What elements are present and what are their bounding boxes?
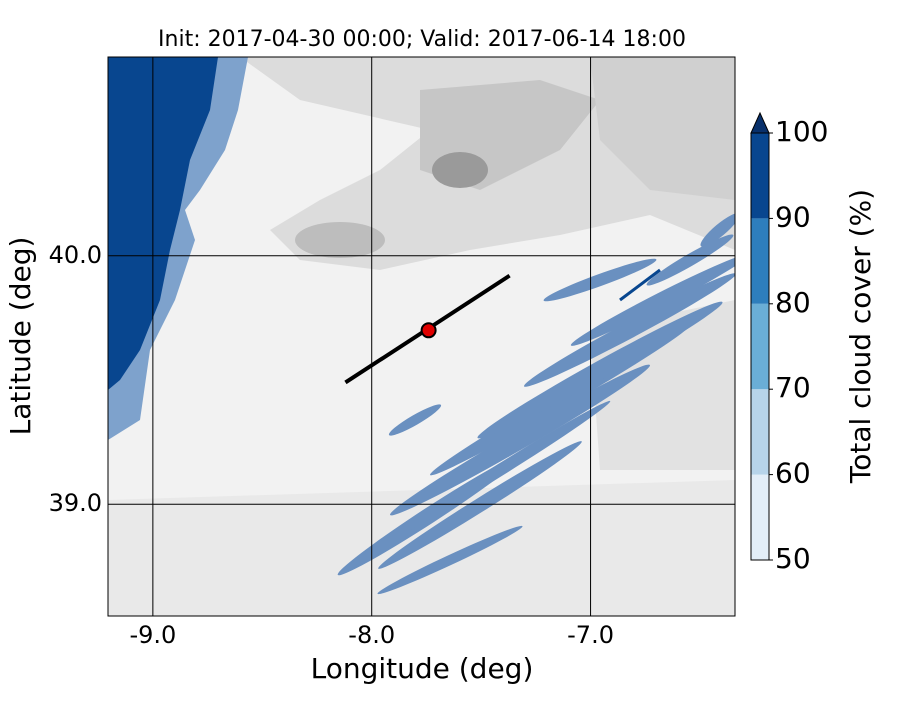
colorbar-frame: [750, 132, 770, 561]
x-tick-label: -7.0: [567, 621, 614, 649]
location-marker: [420, 322, 437, 339]
colorbar-tick-label: 70: [775, 371, 811, 404]
map-frame: [107, 56, 736, 617]
y-tick-label: 40.0: [49, 241, 102, 269]
colorbar-extend: [750, 111, 770, 134]
chart-title: Init: 2017-04-30 00:00; Valid: 2017-06-1…: [158, 27, 686, 52]
y-tick-label: 39.0: [49, 489, 102, 517]
colorbar-segment: [751, 218, 769, 304]
colorbar-tick-label: 80: [775, 286, 811, 319]
colorbar-tick-label: 60: [775, 457, 811, 490]
x-axis-label: Longitude (deg): [311, 652, 534, 685]
x-tick-label: -9.0: [129, 621, 176, 649]
colorbar-segment: [751, 133, 769, 219]
map-background: [108, 57, 735, 616]
colorbar-tick-label: 90: [775, 200, 811, 233]
colorbar-label: Total cloud cover (%): [844, 189, 877, 484]
colorbar-tick-label: 50: [775, 542, 811, 575]
x-tick-label: -8.0: [348, 621, 395, 649]
colorbar-segment: [751, 474, 769, 560]
colorbar-segment: [751, 389, 769, 475]
y-axis-label: Latitude (deg): [4, 237, 37, 436]
colorbar-segment: [751, 303, 769, 390]
colorbar-tick-label: 100: [775, 115, 828, 148]
